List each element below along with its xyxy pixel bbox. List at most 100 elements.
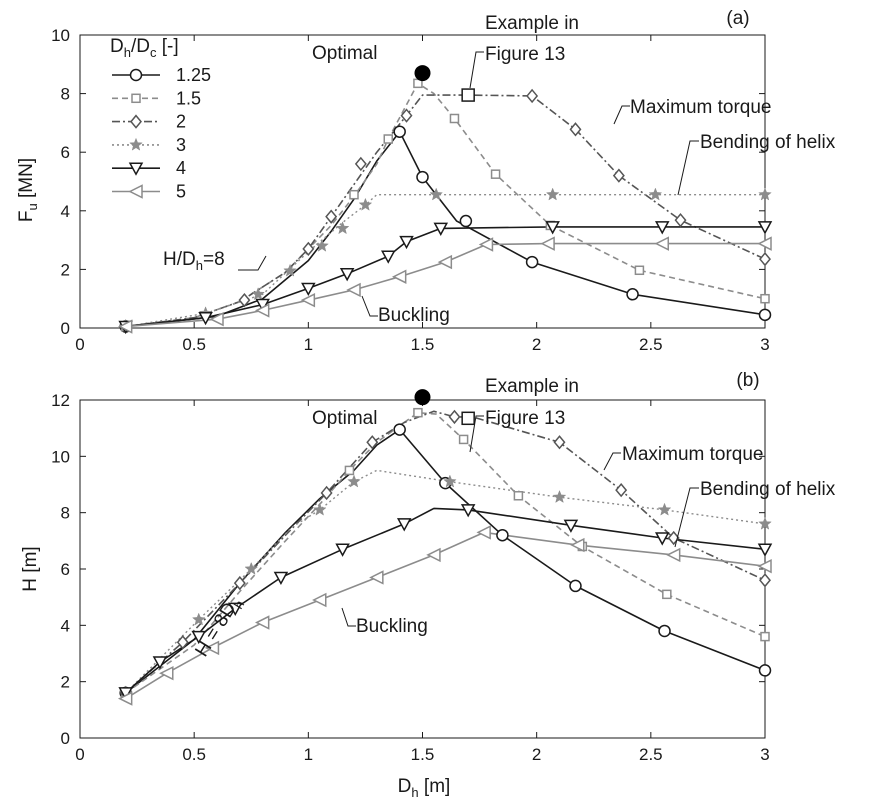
panel-b-y-axis-label: H [m] xyxy=(20,546,41,591)
legend-marker-1.5 xyxy=(131,93,141,104)
panel-a-markers xyxy=(117,78,773,335)
data-point-2 xyxy=(366,435,379,450)
panel-b-example-label-2: Figure 13 xyxy=(485,408,565,429)
data-point-4 xyxy=(460,504,476,518)
y-tick-label: 6 xyxy=(61,560,70,579)
x-tick-label: 0 xyxy=(75,745,84,764)
data-point-5 xyxy=(757,236,772,251)
panel-b-markers xyxy=(117,407,773,706)
y-tick-label: 8 xyxy=(61,85,70,104)
data-point-2 xyxy=(233,575,246,591)
panel-b-bending-label: Bending of helix xyxy=(700,479,836,500)
data-point-1.5 xyxy=(344,465,355,476)
panel-b-maximum-torque-label: Maximum torque xyxy=(622,444,764,465)
legend: Dh/Dc [-] 1.25 1.5 2 3 4 5 xyxy=(110,36,211,202)
data-point-1.25 xyxy=(459,214,473,228)
panel-a-y-axis-label: Fu [MN] xyxy=(16,158,40,222)
data-point-5 xyxy=(346,282,361,298)
legend-label-1.5: 1.5 xyxy=(176,88,201,108)
panel-b-example-marker xyxy=(461,411,475,426)
data-point-2 xyxy=(400,108,413,123)
x-tick-label: 1 xyxy=(304,745,313,764)
y-tick-label: 10 xyxy=(51,447,70,466)
legend-title: Dh/Dc [-] xyxy=(110,36,179,60)
data-point-3 xyxy=(244,561,259,575)
legend-marker-4 xyxy=(128,162,144,176)
data-point-2 xyxy=(759,573,771,588)
data-point-1.5 xyxy=(513,491,524,501)
data-point-4 xyxy=(255,298,270,313)
data-point-4 xyxy=(301,282,316,297)
x-tick-label: 1.5 xyxy=(411,745,435,764)
data-point-1.25 xyxy=(758,664,772,677)
panel-a-maximum-torque-label: Maximum torque xyxy=(630,97,772,118)
data-point-2 xyxy=(325,209,338,224)
data-point-4 xyxy=(228,602,243,616)
data-point-4 xyxy=(380,250,396,264)
data-point-2 xyxy=(615,482,628,498)
data-point-3 xyxy=(648,187,663,201)
x-tick-label: 0.5 xyxy=(182,335,206,354)
x-tick-label: 3 xyxy=(760,335,769,354)
x-tick-label: 2 xyxy=(532,745,541,764)
legend-marker-2 xyxy=(130,114,142,129)
panel-b-ratio-label: H = 8Dh xyxy=(191,593,247,662)
series-line-1.5 xyxy=(125,82,766,328)
x-tick-label: 0 xyxy=(75,335,84,354)
panel-b-example-label-1: Example in xyxy=(485,376,579,397)
panel-b-ticks: 0 0.5 1 1.5 2 2.5 3 0 2 4 6 8 10 12 xyxy=(51,391,770,764)
data-point-4 xyxy=(654,532,670,546)
data-point-2 xyxy=(176,635,189,650)
data-point-5 xyxy=(391,269,407,284)
data-point-2 xyxy=(448,409,461,425)
data-point-4 xyxy=(335,543,350,557)
x-tick-label: 1 xyxy=(304,335,313,354)
panel-b-x-axis-label: Dh [m] xyxy=(398,776,451,800)
data-point-5 xyxy=(300,292,316,308)
data-point-5 xyxy=(540,236,555,251)
data-point-3 xyxy=(429,187,444,201)
data-point-1.5 xyxy=(458,434,469,445)
panel-a-bending-label: Bending of helix xyxy=(700,132,836,153)
x-tick-label: 3 xyxy=(760,745,769,764)
data-point-1.25 xyxy=(658,624,671,638)
data-point-5 xyxy=(665,547,681,563)
data-point-1.25 xyxy=(626,288,639,301)
data-point-1.5 xyxy=(349,189,359,200)
data-point-2 xyxy=(759,251,771,267)
legend-label-1.25: 1.25 xyxy=(176,65,211,85)
data-point-3 xyxy=(758,187,772,201)
panel-a-ratio-label: H/Dh=8 xyxy=(163,249,225,273)
panel-a-optimal-point xyxy=(414,65,431,82)
data-point-1.5 xyxy=(449,113,460,124)
panel-b-optimal-point xyxy=(414,389,431,406)
panel-a-bending-pointer xyxy=(677,140,699,196)
data-point-1.25 xyxy=(758,308,772,322)
data-point-4 xyxy=(399,235,414,250)
legend-marker-3 xyxy=(129,137,143,151)
data-point-4 xyxy=(563,519,579,533)
panel-a-optimal-label: Optimal xyxy=(312,43,377,64)
panel-a-ratio-pointer xyxy=(238,255,267,271)
data-point-3 xyxy=(251,287,265,301)
data-point-4 xyxy=(654,221,670,235)
data-point-5 xyxy=(312,592,327,608)
panel-b-buckling-pointer xyxy=(341,607,356,627)
data-point-5 xyxy=(570,537,585,553)
panel-b-maximum-torque-pointer xyxy=(603,452,621,471)
y-tick-label: 2 xyxy=(61,260,70,279)
data-point-4 xyxy=(191,630,206,645)
y-tick-label: 6 xyxy=(61,143,70,162)
legend-label-5: 5 xyxy=(176,182,186,202)
panel-b-example-pointer xyxy=(469,415,484,453)
y-tick-label: 4 xyxy=(61,616,70,635)
panel-a-series xyxy=(125,82,766,328)
data-point-1.25 xyxy=(496,528,509,542)
panel-a-example-marker xyxy=(461,88,475,102)
y-tick-label: 10 xyxy=(51,26,70,45)
panel-a-buckling-label: Buckling xyxy=(378,305,450,326)
data-point-1.25 xyxy=(416,170,429,184)
data-point-4 xyxy=(396,518,412,532)
data-point-4 xyxy=(152,656,168,670)
